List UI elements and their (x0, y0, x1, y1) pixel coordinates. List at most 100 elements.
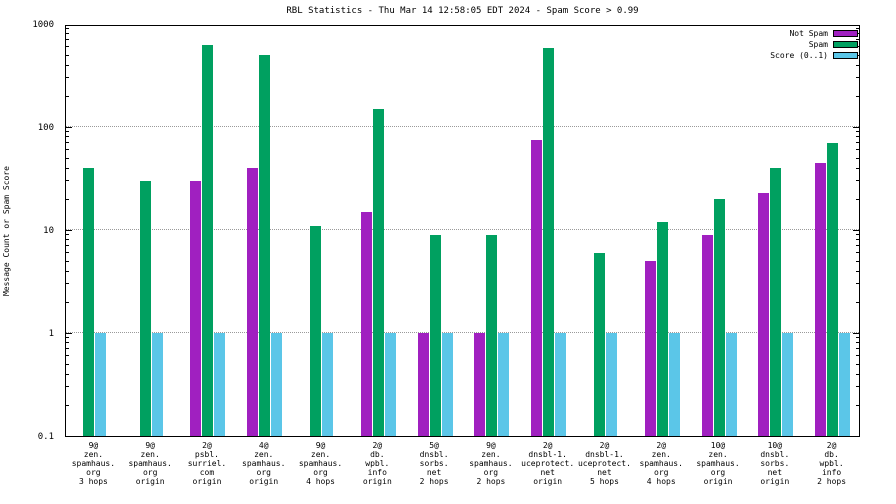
x-tick-label: 5@ dnsbl. sorbs. net 2 hops (419, 441, 449, 486)
axis-minor-tick (856, 337, 859, 339)
axis-minor-tick (66, 142, 69, 144)
gridline (66, 229, 859, 230)
bar-spam (259, 55, 271, 436)
axis-minor-tick (66, 234, 69, 236)
axis-minor-tick (66, 157, 69, 159)
bar-group (464, 234, 521, 436)
bar-score (668, 333, 680, 436)
axis-minor-tick (66, 28, 69, 30)
bar-group (180, 45, 237, 436)
legend-label: Score (0..1) (770, 50, 828, 60)
axis-minor-tick (66, 342, 69, 344)
chart-title: RBL Statistics - Thu Mar 14 12:58:05 EDT… (286, 6, 639, 16)
legend-swatch (833, 51, 858, 59)
axis-minor-tick (66, 245, 69, 247)
axis-minor-tick (856, 64, 859, 66)
bar-spam (429, 234, 441, 436)
x-tick-label: 2@ db. wpbl. info 2 hops (817, 441, 847, 486)
axis-major-tick (853, 229, 859, 231)
axis-major-tick (66, 332, 72, 334)
bar-spam (713, 199, 725, 436)
axis-major-tick (853, 332, 859, 334)
bar-not-spam (644, 261, 656, 436)
axis-minor-tick (66, 355, 69, 357)
bar-group (804, 142, 861, 436)
x-tick-label: 10@ dnsbl. sorbs. net origin (760, 441, 790, 486)
axis-minor-tick (856, 77, 859, 79)
axis-minor-tick (856, 198, 859, 200)
axis-minor-tick (856, 39, 859, 41)
axis-minor-tick (856, 239, 859, 241)
legend-item: Not Spam (770, 28, 858, 38)
axis-minor-tick (66, 301, 69, 303)
axis-minor-tick (856, 348, 859, 350)
axis-minor-tick (856, 373, 859, 375)
bar-spam (486, 234, 498, 436)
bar-not-spam (190, 180, 202, 436)
legend-item: Spam (770, 39, 858, 49)
bar-score (725, 333, 737, 436)
x-tick-label: 2@ dnsbl-1. uceprotect. net origin (521, 441, 575, 486)
bar-spam (202, 45, 214, 436)
y-tick-label: 0.1 (37, 432, 54, 442)
axis-minor-tick (66, 95, 69, 97)
bar-not-spam (474, 333, 486, 436)
axis-minor-tick (856, 355, 859, 357)
axis-minor-tick (856, 167, 859, 169)
legend-label: Spam (808, 39, 828, 49)
bar-score (214, 333, 226, 436)
axis-minor-tick (66, 131, 69, 133)
bar-not-spam (701, 234, 713, 436)
bar-group (350, 108, 407, 436)
axis-minor-tick (66, 239, 69, 241)
x-tick-label: 2@ db. wpbl. info origin (362, 441, 392, 486)
legend-swatch (833, 29, 858, 37)
bar-group (691, 199, 748, 436)
bar-not-spam (247, 168, 259, 436)
axis-minor-tick (66, 348, 69, 350)
x-tick-label: 2@ dnsbl-1. uceprotect. net 5 hops (577, 441, 631, 486)
axis-minor-tick (856, 342, 859, 344)
x-tick-label: 2@ zen. spamhaus. org 4 hops (639, 441, 683, 486)
legend-item: Score (0..1) (770, 50, 858, 60)
bar-not-spam (758, 192, 770, 436)
axis-minor-tick (66, 270, 69, 272)
x-tick-label: 9@ zen. spamhaus. org 2 hops (469, 441, 513, 486)
axis-minor-tick (66, 337, 69, 339)
axis-minor-tick (66, 386, 69, 388)
bar-score (498, 333, 510, 436)
bar-score (839, 333, 851, 436)
axis-minor-tick (856, 301, 859, 303)
axis-minor-tick (66, 198, 69, 200)
x-tick-label: 10@ zen. spamhaus. org origin (696, 441, 740, 486)
axis-minor-tick (856, 180, 859, 182)
bar-spam (82, 168, 94, 436)
plot-area (65, 25, 860, 437)
bar-spam (827, 142, 839, 436)
axis-minor-tick (856, 136, 859, 138)
axis-minor-tick (856, 270, 859, 272)
bar-group (293, 225, 350, 436)
bar-group (66, 168, 123, 436)
bar-group (634, 221, 691, 436)
y-tick-label: 100 (37, 123, 54, 133)
axis-minor-tick (66, 260, 69, 262)
axis-minor-tick (856, 131, 859, 133)
axis-minor-tick (856, 149, 859, 151)
bar-spam (770, 168, 782, 436)
bar-score (605, 333, 617, 436)
bar-score (94, 333, 106, 436)
axis-minor-tick (856, 404, 859, 406)
axis-minor-tick (856, 260, 859, 262)
y-tick-label: 10 (43, 226, 54, 236)
bar-group (577, 252, 634, 436)
legend: Not Spam Spam Score (0..1) (770, 28, 858, 61)
bar-group (236, 55, 293, 436)
axis-minor-tick (66, 404, 69, 406)
bar-spam (593, 252, 605, 436)
bar-group (123, 180, 180, 436)
bar-score (782, 333, 794, 436)
axis-minor-tick (66, 39, 69, 41)
y-axis-ticks: 0.1 1 10 100 1000 (0, 20, 60, 442)
